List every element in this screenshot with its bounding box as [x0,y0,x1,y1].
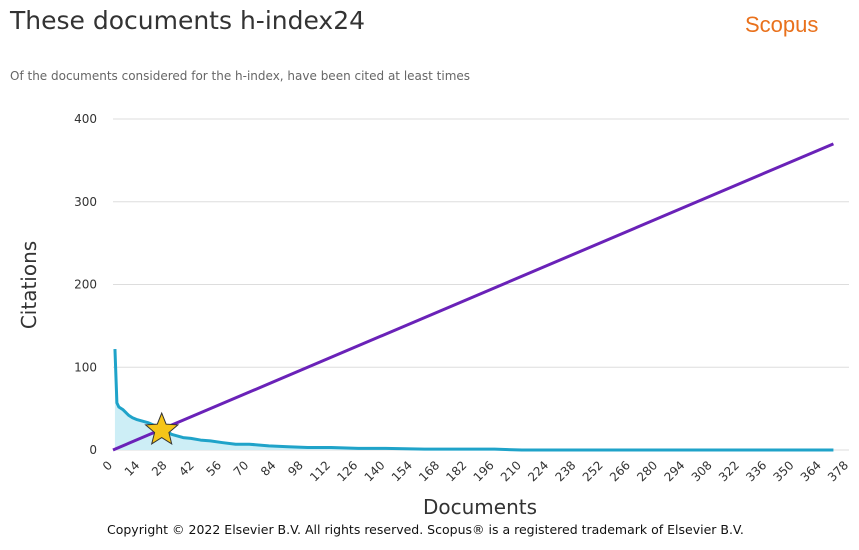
h-index-reference-line [112,142,835,452]
y-tick-label: 0 [89,443,97,457]
x-tick-label: 56 [203,458,224,479]
page-subtitle: Of the documents considered for the h-in… [10,69,471,83]
citations-line [113,348,834,452]
y-axis-label: Citations [17,241,41,329]
x-tick-label: 238 [552,458,578,484]
series-layer [112,142,835,452]
scopus-logo[interactable]: Scopus [745,12,819,37]
y-tick-label: 200 [74,278,97,292]
x-tick-label: 98 [285,458,306,479]
x-tick-label: 350 [771,458,797,484]
x-tick-label: 42 [176,458,197,479]
page-title: These documents h-index24 [10,6,366,35]
x-tick-label: 378 [825,458,851,484]
x-tick-label: 252 [580,458,606,484]
x-tick-label: 126 [334,458,360,484]
x-tick-label: 196 [471,458,497,484]
h-index-star-icon [144,411,180,445]
grid-lines [113,118,849,451]
x-axis-label: Documents [423,495,537,519]
x-tick-label: 84 [258,458,279,479]
x-tick-label: 322 [716,458,742,484]
copyright-notice: Copyright © 2022 Elsevier B.V. All right… [107,522,744,537]
x-tick-label: 364 [798,458,824,484]
x-tick-label: 224 [525,458,551,484]
citations-area-fill [114,349,834,450]
x-tick-label: 336 [743,458,769,484]
x-tick-label: 168 [416,458,442,484]
x-tick-label: 266 [607,458,633,484]
x-tick-label: 308 [689,458,715,484]
x-axis-ticks: 0 14 28 42 56 70 84 98 112 126 140 154 168 182 196 210 2… [100,458,851,484]
y-tick-label: 300 [74,195,97,209]
x-tick-label: 140 [362,458,388,484]
x-tick-label: 0 [100,458,115,473]
y-axis-ticks: 0 100 200 300 400 [74,112,97,457]
x-tick-label: 28 [149,458,170,479]
x-tick-label: 154 [389,458,415,484]
x-tick-label: 210 [498,458,524,484]
x-tick-label: 70 [231,458,252,479]
x-tick-label: 294 [661,458,687,484]
x-tick-label: 182 [443,458,469,484]
x-tick-label: 112 [307,458,333,484]
x-tick-label: 280 [634,458,660,484]
x-tick-label: 14 [122,458,143,479]
y-tick-label: 400 [74,112,97,126]
y-tick-label: 100 [74,360,97,374]
